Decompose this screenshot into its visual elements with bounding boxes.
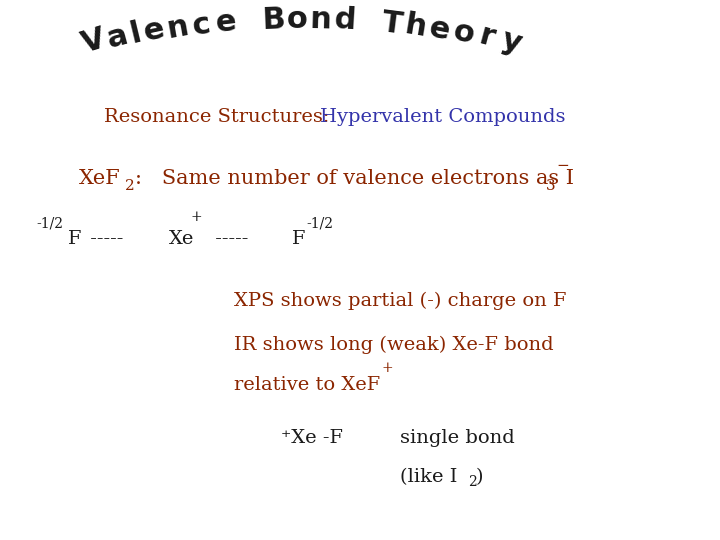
- Text: e: e: [141, 15, 168, 47]
- Text: relative to XeF: relative to XeF: [234, 376, 380, 394]
- Text: h: h: [403, 10, 429, 42]
- Text: -1/2: -1/2: [306, 217, 333, 231]
- Text: Resonance Structures:: Resonance Structures:: [104, 109, 330, 126]
- Text: d: d: [333, 5, 356, 36]
- Text: e: e: [214, 7, 238, 38]
- Text: -1/2: -1/2: [36, 217, 63, 231]
- Text: +: +: [382, 361, 393, 375]
- Text: F: F: [292, 230, 305, 248]
- Text: n: n: [165, 11, 192, 44]
- Text: c: c: [191, 9, 213, 40]
- Text: −: −: [557, 159, 570, 173]
- Text: e: e: [427, 13, 453, 45]
- Text: ⁺Xe -F: ⁺Xe -F: [281, 429, 343, 447]
- Text: n: n: [310, 5, 332, 35]
- Text: :   Same number of valence electrons as I: : Same number of valence electrons as I: [135, 170, 575, 188]
- Text: o: o: [287, 5, 307, 35]
- Text: IR shows long (weak) Xe-F bond: IR shows long (weak) Xe-F bond: [234, 336, 554, 354]
- Text: a: a: [104, 21, 131, 53]
- Text: o: o: [450, 16, 477, 49]
- Text: y: y: [498, 25, 525, 58]
- Text: -----: -----: [84, 230, 130, 248]
- Text: r: r: [476, 21, 498, 53]
- Text: 2: 2: [468, 475, 477, 489]
- Text: B: B: [261, 5, 285, 35]
- Text: +: +: [191, 210, 202, 224]
- Text: V: V: [78, 24, 109, 59]
- Text: (like I: (like I: [400, 469, 457, 487]
- Text: XPS shows partial (-) charge on F: XPS shows partial (-) charge on F: [234, 292, 567, 310]
- Text: 3: 3: [546, 179, 555, 193]
- Text: Xe: Xe: [169, 230, 194, 248]
- Text: l: l: [127, 18, 145, 49]
- Text: ): ): [475, 469, 482, 487]
- Text: F: F: [68, 230, 82, 248]
- Text: XeF: XeF: [79, 170, 121, 188]
- Text: Hypervalent Compounds: Hypervalent Compounds: [320, 109, 566, 126]
- Text: T: T: [380, 8, 404, 39]
- Text: single bond: single bond: [400, 429, 514, 447]
- Text: -----: -----: [209, 230, 254, 248]
- Text: 2: 2: [125, 179, 135, 193]
